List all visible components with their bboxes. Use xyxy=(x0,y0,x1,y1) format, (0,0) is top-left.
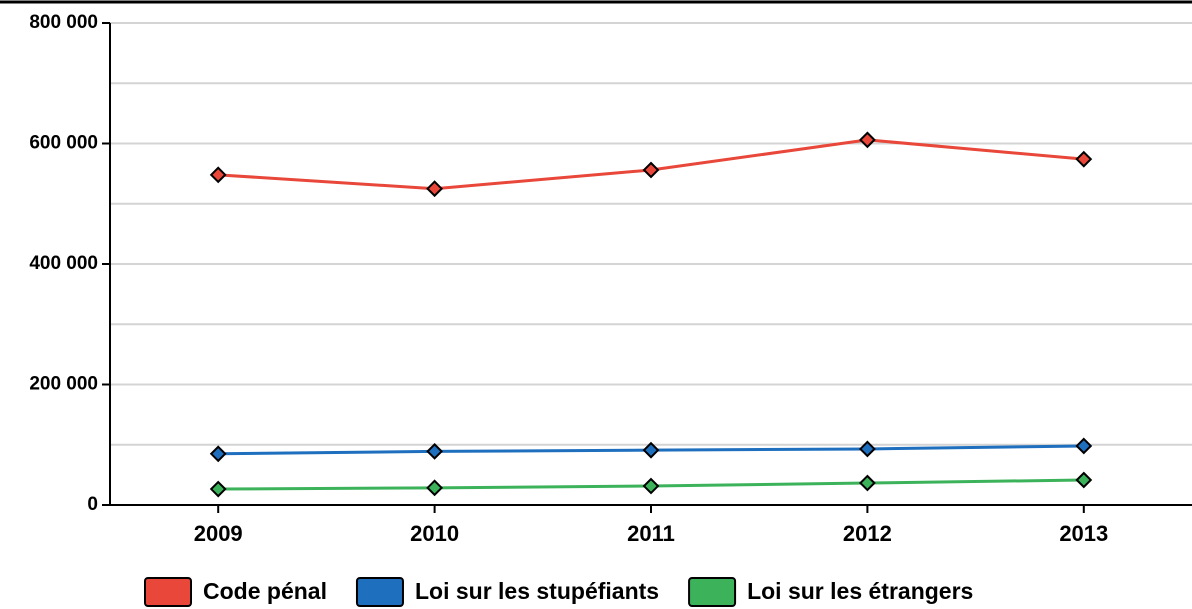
point-marker xyxy=(426,479,444,497)
x-tick-label: 2013 xyxy=(1059,521,1108,546)
point-marker xyxy=(642,161,660,179)
point-marker xyxy=(858,131,876,149)
legend-label: Loi sur les étrangers xyxy=(747,578,973,604)
legend-swatch xyxy=(688,577,737,607)
point-marker xyxy=(426,180,444,198)
legend-label: Loi sur les stupéfiants xyxy=(415,578,659,604)
point-marker xyxy=(642,477,660,495)
x-tick-label: 2012 xyxy=(843,521,892,546)
y-tick-label: 600 000 xyxy=(29,133,98,154)
legend-label: Code pénal xyxy=(203,578,327,604)
x-tick-label: 2009 xyxy=(194,521,243,546)
point-marker xyxy=(426,442,444,460)
y-tick-label: 400 000 xyxy=(29,253,98,274)
point-marker xyxy=(642,441,660,459)
y-tick-label: 0 xyxy=(87,494,98,515)
point-marker xyxy=(1075,471,1093,489)
point-marker xyxy=(209,480,227,498)
point-marker xyxy=(209,445,227,463)
point-marker xyxy=(1075,150,1093,168)
x-tick-label: 2011 xyxy=(627,521,675,546)
legend-swatch xyxy=(355,577,404,607)
y-tick-label: 800 000 xyxy=(29,12,98,33)
point-marker xyxy=(858,474,876,492)
point-marker xyxy=(209,166,227,184)
x-tick-label: 2010 xyxy=(410,521,459,546)
point-marker xyxy=(858,440,876,458)
legend-swatch xyxy=(144,577,192,607)
point-marker xyxy=(1075,437,1093,455)
y-tick-label: 200 000 xyxy=(29,374,98,395)
